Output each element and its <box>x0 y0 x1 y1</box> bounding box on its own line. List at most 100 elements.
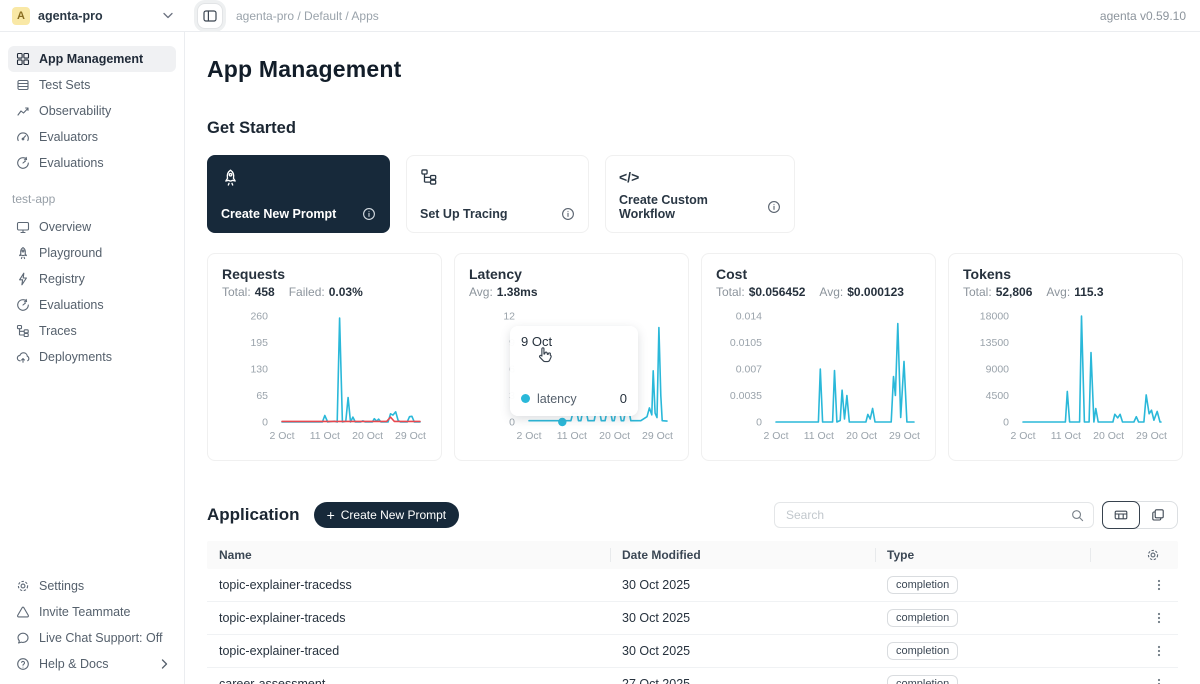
row-menu-icon[interactable] <box>1152 677 1166 684</box>
sidebar-item-evaluators[interactable]: Evaluators <box>8 124 176 150</box>
search-input[interactable] <box>784 507 1065 523</box>
monitor-icon <box>16 220 30 234</box>
svg-text:0: 0 <box>1003 417 1009 429</box>
metric-title: Cost <box>716 266 748 282</box>
sidebar-item-app-management[interactable]: App Management <box>8 46 176 72</box>
chart-tokens[interactable]: 18000 13500 9000 4500 02 Oct 11 Oct 20 Oct 29 O… <box>963 310 1168 446</box>
tooltip-date: 9 Oct <box>521 334 553 349</box>
sidebar-item-traces[interactable]: Traces <box>8 318 176 344</box>
stat-value: 458 <box>254 285 275 299</box>
row-actions <box>1090 611 1178 625</box>
sidebar-item-label: Deployments <box>39 350 112 364</box>
mouse-cursor-icon <box>538 347 552 363</box>
sidebar-item-observability[interactable]: Observability <box>8 98 176 124</box>
get-started-heading: Get Started <box>207 119 296 137</box>
application-heading: Application <box>207 505 300 524</box>
svg-text:2 Oct: 2 Oct <box>1010 430 1035 442</box>
code-icon: </> <box>619 169 640 185</box>
stat-value: 52,806 <box>995 285 1033 299</box>
sidebar-item-label: Test Sets <box>39 78 91 92</box>
info-icon[interactable] <box>362 207 376 221</box>
metric-stats: Total: $0.056452 Avg: $0.000123 <box>716 285 921 299</box>
sidebar-item-label: Observability <box>39 104 112 118</box>
sidebar-item-invite-teammate[interactable]: Invite Teammate <box>8 599 176 625</box>
info-icon[interactable] <box>561 207 575 221</box>
row-date-modified: 30 Oct 2025 <box>622 611 691 625</box>
card-view-button[interactable] <box>1139 502 1177 528</box>
stat-pair: Total: 458 <box>222 285 275 299</box>
card-label: Create Custom Workflow <box>619 193 708 221</box>
svg-text:0.0035: 0.0035 <box>730 390 762 402</box>
get-started-cards: Create New Prompt Set Up Tracing </> Cre… <box>207 155 1178 233</box>
row-actions <box>1090 578 1178 592</box>
table-row[interactable]: career-assessment 27 Oct 2025 completion <box>207 668 1178 684</box>
create-new-prompt-card[interactable]: Create New Prompt <box>207 155 390 233</box>
create-custom-workflow-card[interactable]: </> Create Custom Workflow <box>605 155 795 233</box>
create-new-prompt-button[interactable]: + Create New Prompt <box>313 502 460 528</box>
sidebar-toggle-button[interactable] <box>197 2 223 29</box>
metric-stats: Total: 458 Failed: 0.03% <box>222 285 427 299</box>
stat-pair: Avg: $0.000123 <box>819 285 904 299</box>
table-row[interactable]: topic-explainer-traced 30 Oct 2025 complet… <box>207 635 1178 668</box>
table-row[interactable]: topic-explainer-tracedss 30 Oct 2025 compl… <box>207 569 1178 602</box>
stat-value: 0.03% <box>328 285 363 299</box>
svg-text:2 Oct: 2 Oct <box>516 430 541 442</box>
sidebar-item-test-sets[interactable]: Test Sets <box>8 72 176 98</box>
gauge-icon <box>16 130 30 144</box>
tooltip-series-value: 0 <box>619 391 627 406</box>
row-date-modified: 30 Oct 2025 <box>622 578 691 592</box>
help-circle-icon <box>16 657 30 671</box>
chevron-down-icon[interactable] <box>163 12 173 19</box>
row-menu-icon[interactable] <box>1152 578 1166 592</box>
tooltip-series-name: latency <box>537 391 577 406</box>
application-header-right <box>774 501 1178 529</box>
table-settings-gear-icon[interactable] <box>1146 548 1160 562</box>
sidebar-item-help-docs[interactable]: Help & Docs <box>8 651 176 677</box>
sidebar-item-playground[interactable]: Playground <box>8 240 176 266</box>
chart-requests[interactable]: 260 195 130 65 02 Oct 11 Oct 20 Oct 29 Oct <box>222 310 427 446</box>
sidebar-item-label: Evaluations <box>39 298 104 312</box>
stat-value: 1.38ms <box>496 285 538 299</box>
sidebar-bottom-group: Settings Invite Teammate Live Chat Suppo… <box>8 573 176 680</box>
table-view-button[interactable] <box>1102 501 1140 529</box>
svg-text:29 Oct: 29 Oct <box>395 430 426 442</box>
metric-card-tokens: Tokens Total: 52,806 Avg: 115.3 18000 13500 900… <box>948 253 1183 461</box>
svg-text:20 Oct: 20 Oct <box>846 430 877 442</box>
page-title: App Management <box>207 56 402 82</box>
row-menu-icon[interactable] <box>1152 644 1166 658</box>
row-name: career-assessment <box>219 677 326 684</box>
sidebar-main-group: App Management Test Sets Observability E… <box>8 46 176 176</box>
chat-bubble-icon <box>16 631 30 645</box>
info-icon[interactable] <box>767 200 781 214</box>
table-body: topic-explainer-tracedss 30 Oct 2025 compl… <box>207 569 1178 684</box>
stat-label: Avg: <box>819 285 844 299</box>
gear-icon <box>16 579 30 593</box>
sidebar-item-evaluations[interactable]: Evaluations <box>8 150 176 176</box>
sidebar-item-overview[interactable]: Overview <box>8 214 176 240</box>
svg-text:4500: 4500 <box>986 390 1010 402</box>
breadcrumb[interactable]: agenta-pro / Default / Apps <box>236 8 379 23</box>
sidebar-item-settings[interactable]: Settings <box>8 573 176 599</box>
table-row[interactable]: topic-explainer-traceds 30 Oct 2025 comple… <box>207 602 1178 635</box>
type-badge: completion <box>887 675 959 684</box>
sidebar-item-app-evaluations[interactable]: Evaluations <box>8 292 176 318</box>
sidebar-item-live-chat[interactable]: Live Chat Support: Off <box>8 625 176 651</box>
row-type: completion <box>875 675 1090 684</box>
metric-title: Requests <box>222 266 286 282</box>
stat-value: $0.056452 <box>748 285 806 299</box>
card-label: Create New Prompt <box>221 207 337 221</box>
view-toggle <box>1102 501 1178 529</box>
workspace-avatar: A <box>12 6 30 25</box>
sidebar-item-deployments[interactable]: Deployments <box>8 344 176 370</box>
search-icon[interactable] <box>1071 509 1084 522</box>
stat-value: $0.000123 <box>847 285 904 299</box>
card-label: Set Up Tracing <box>420 207 508 221</box>
main-content: App Management Get Started Create New Pr… <box>185 32 1200 684</box>
sidebar-item-registry[interactable]: Registry <box>8 266 176 292</box>
workspace-selector[interactable]: A agenta-pro <box>0 6 185 25</box>
row-type: completion <box>875 576 1090 594</box>
chart-cost[interactable]: 0.014 0.0105 0.007 0.0035 02 Oct 11 Oct 20 Oct… <box>716 310 921 446</box>
sidebar-item-label: Traces <box>39 324 77 338</box>
row-menu-icon[interactable] <box>1152 611 1166 625</box>
set-up-tracing-card[interactable]: Set Up Tracing <box>406 155 589 233</box>
